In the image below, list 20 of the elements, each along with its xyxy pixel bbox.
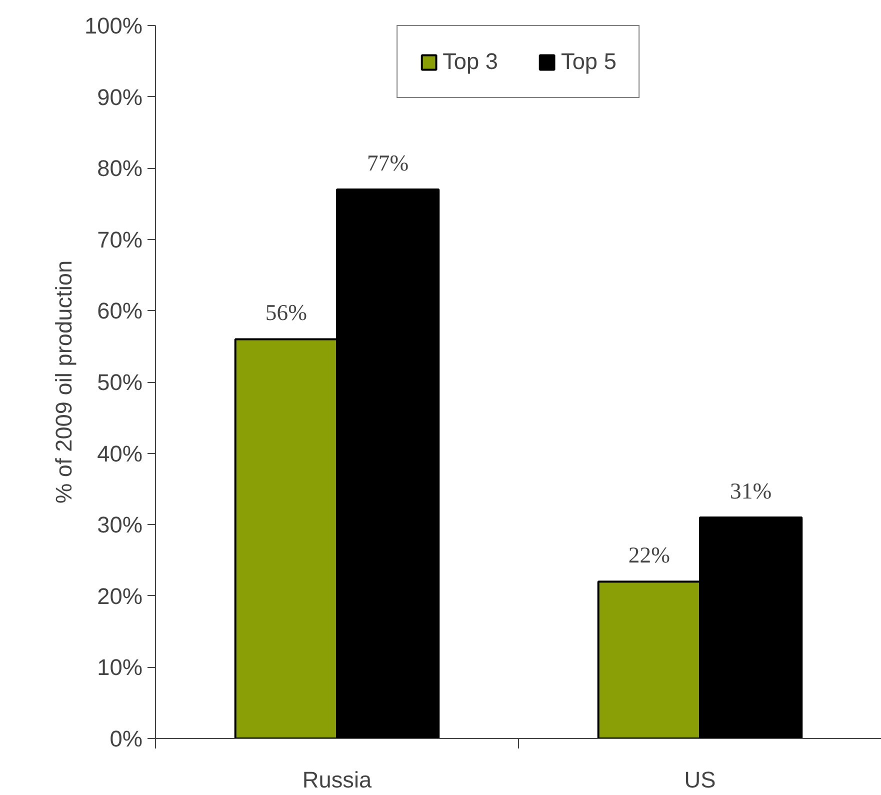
- data-label: 77%: [367, 150, 409, 176]
- y-tick-label: 70%: [97, 226, 143, 252]
- x-tick-label: US: [684, 766, 716, 792]
- legend-label: Top 3: [442, 48, 498, 75]
- y-tick-label: 0%: [110, 726, 143, 752]
- y-tick-label: 30%: [97, 512, 143, 538]
- y-tick-label: 100%: [84, 12, 143, 38]
- y-tick-label: 90%: [97, 84, 143, 110]
- y-tick-label: 40%: [97, 440, 143, 466]
- data-label: 22%: [628, 542, 670, 568]
- y-tick-label: 10%: [97, 654, 143, 680]
- x-tick-label: Russia: [302, 766, 372, 792]
- y-tick-label: 80%: [97, 155, 143, 182]
- y-axis-title: % of 2009 oil production: [50, 260, 77, 504]
- y-tick-label: 20%: [97, 582, 143, 609]
- y-tick-label: 50%: [97, 369, 143, 395]
- legend-label: Top 5: [561, 48, 616, 75]
- data-label: 31%: [730, 478, 772, 504]
- y-tick-label: 60%: [97, 298, 143, 324]
- data-label: 56%: [265, 300, 308, 326]
